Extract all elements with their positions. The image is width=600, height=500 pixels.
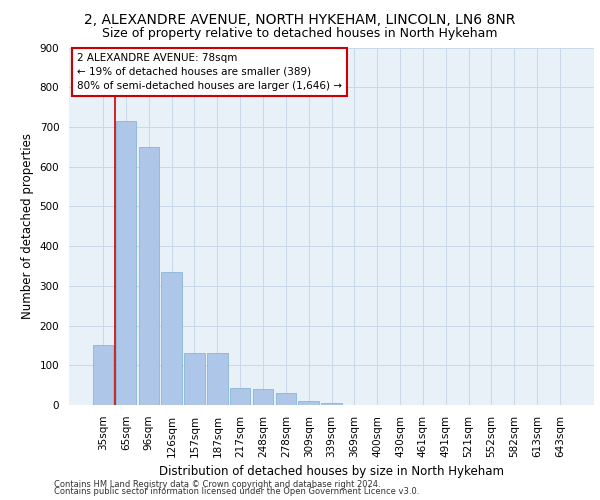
Bar bbox=[298, 401, 319, 405]
Bar bbox=[139, 147, 159, 405]
Text: 2, ALEXANDRE AVENUE, NORTH HYKEHAM, LINCOLN, LN6 8NR: 2, ALEXANDRE AVENUE, NORTH HYKEHAM, LINC… bbox=[85, 12, 515, 26]
Bar bbox=[161, 272, 182, 405]
Y-axis label: Number of detached properties: Number of detached properties bbox=[21, 133, 34, 320]
Bar bbox=[116, 121, 136, 405]
Text: Size of property relative to detached houses in North Hykeham: Size of property relative to detached ho… bbox=[102, 28, 498, 40]
Text: Contains public sector information licensed under the Open Government Licence v3: Contains public sector information licen… bbox=[54, 487, 419, 496]
Bar bbox=[184, 354, 205, 405]
Bar bbox=[207, 354, 227, 405]
Bar bbox=[275, 393, 296, 405]
Bar bbox=[321, 403, 342, 405]
Bar bbox=[253, 389, 273, 405]
Text: Contains HM Land Registry data © Crown copyright and database right 2024.: Contains HM Land Registry data © Crown c… bbox=[54, 480, 380, 489]
Bar bbox=[230, 388, 250, 405]
X-axis label: Distribution of detached houses by size in North Hykeham: Distribution of detached houses by size … bbox=[159, 465, 504, 478]
Text: 2 ALEXANDRE AVENUE: 78sqm
← 19% of detached houses are smaller (389)
80% of semi: 2 ALEXANDRE AVENUE: 78sqm ← 19% of detac… bbox=[77, 53, 342, 91]
Bar bbox=[93, 346, 113, 405]
